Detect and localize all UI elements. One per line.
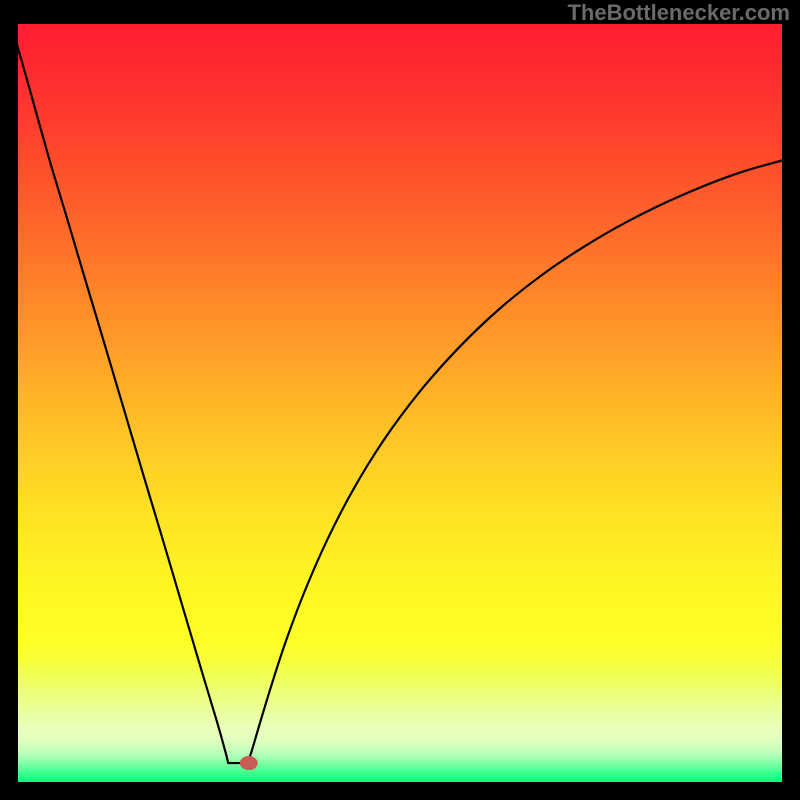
plot-area: [18, 24, 782, 782]
chart-container: TheBottlenecker.com: [0, 0, 800, 800]
attribution-watermark: TheBottlenecker.com: [567, 0, 790, 26]
chart-svg: [0, 0, 800, 800]
optimum-marker: [240, 756, 258, 770]
